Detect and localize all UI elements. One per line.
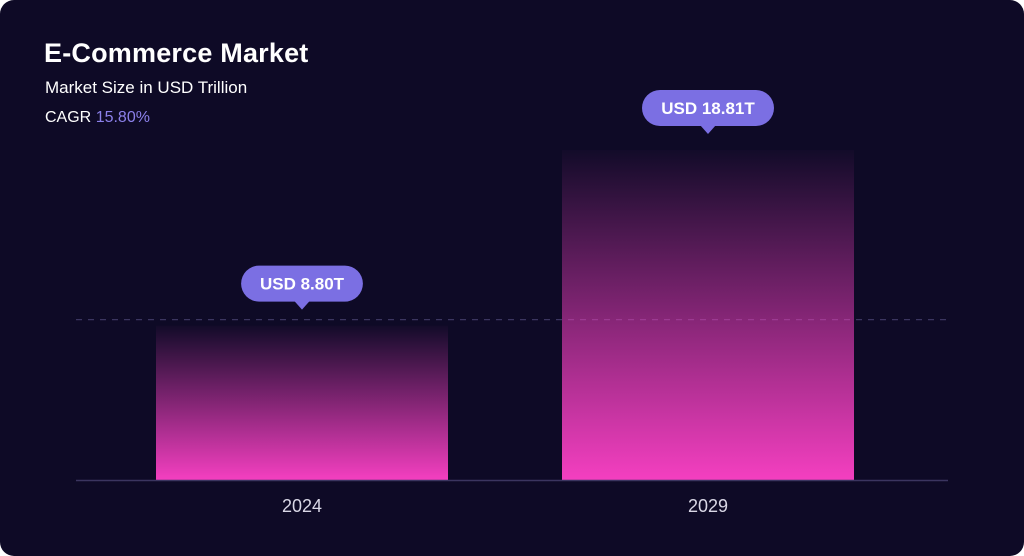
bar-2024 xyxy=(156,325,448,480)
cagr-value: 15.80% xyxy=(95,109,150,126)
data-label-2029: USD 18.81T xyxy=(642,90,774,134)
x-tick-label-2029: 2029 xyxy=(688,496,728,516)
chart-subtitle: Market Size in USD Trillion xyxy=(45,78,248,97)
cagr-label: CAGR xyxy=(45,109,92,126)
data-label-text: USD 18.81T xyxy=(661,99,755,118)
x-tick-label-2024: 2024 xyxy=(282,496,322,516)
data-label-2024: USD 8.80T xyxy=(241,265,363,310)
data-label-text: USD 8.80T xyxy=(260,275,345,294)
data-label-pointer xyxy=(294,300,310,310)
bar-2029 xyxy=(562,150,854,480)
data-label-pointer xyxy=(700,125,716,134)
cagr-line: CAGR 15.80% xyxy=(45,109,150,127)
chart-title: E-Commerce Market xyxy=(44,38,309,68)
data-label-bubble xyxy=(241,265,363,302)
data-label-bubble xyxy=(642,90,774,126)
